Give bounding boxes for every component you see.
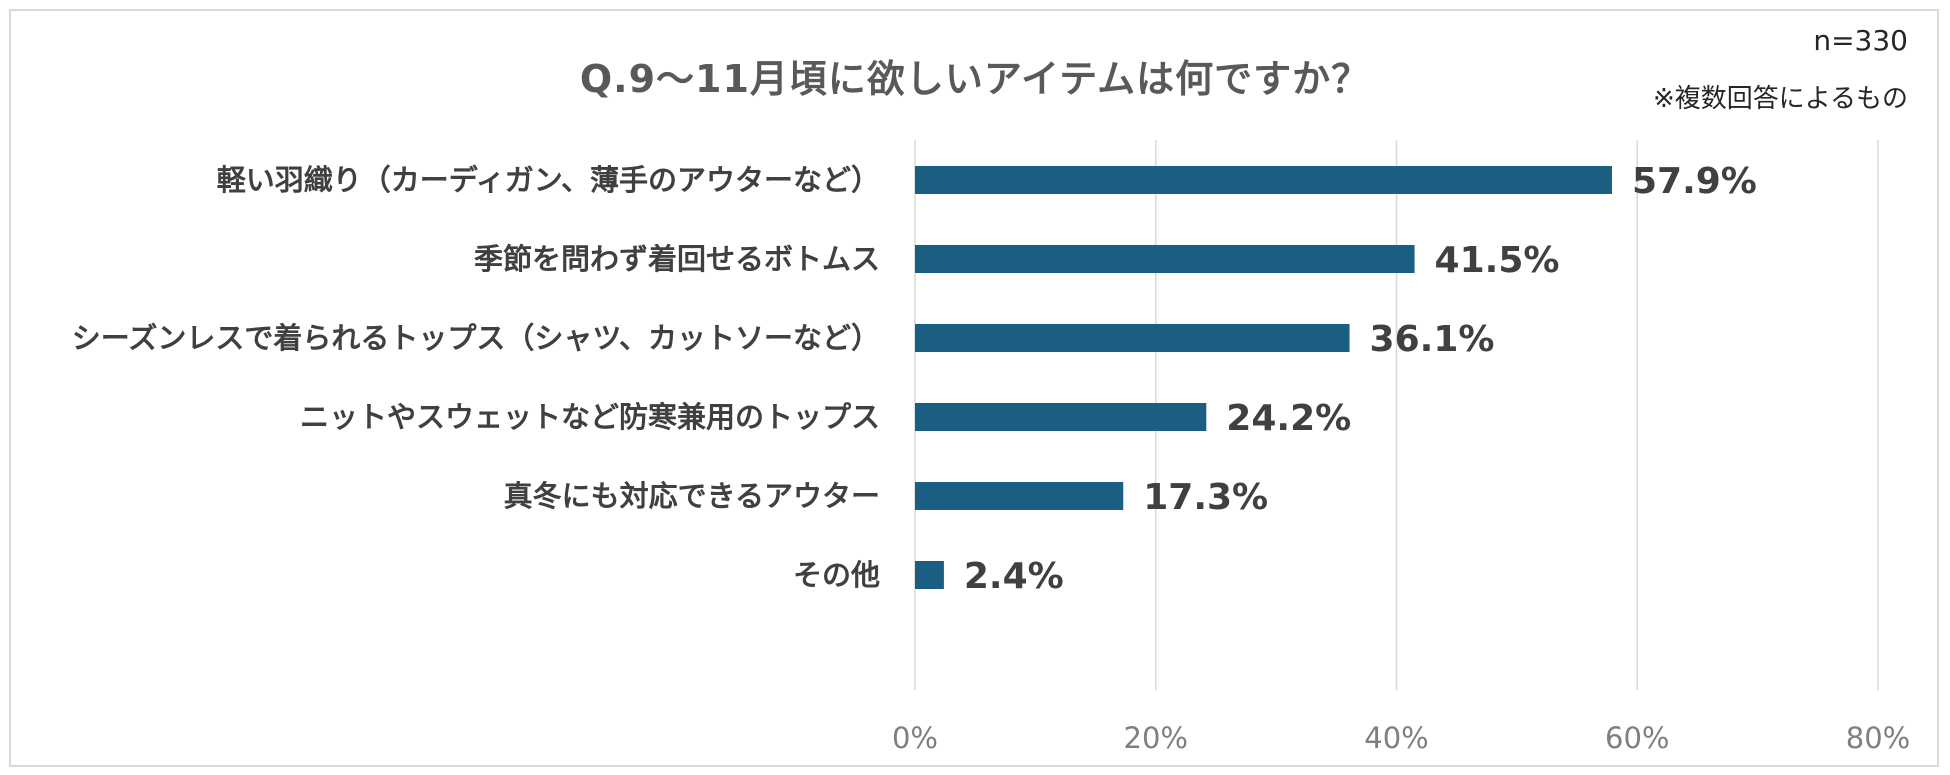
bar xyxy=(915,482,1124,510)
sample-size-note: n=330 xyxy=(1813,24,1908,57)
category-label: その他 xyxy=(793,558,880,592)
x-tick-label: 40% xyxy=(1364,721,1428,755)
chart-title: Q.9～11月頃に欲しいアイテムは何ですか？ xyxy=(579,57,1371,101)
data-label: 36.1% xyxy=(1370,319,1495,360)
x-tick-label: 80% xyxy=(1846,721,1910,755)
category-label: 軽い羽織り（カーディガン、薄手のアウターなど） xyxy=(217,163,880,197)
category-label: 季節を問わず着回せるボトムス xyxy=(474,242,880,276)
category-label: ニットやスウェットなど防寒兼用のトップス xyxy=(300,400,880,434)
data-label: 41.5% xyxy=(1435,240,1560,281)
category-label: 真冬にも対応できるアウター xyxy=(504,479,880,513)
bar xyxy=(915,166,1612,194)
data-label: 24.2% xyxy=(1226,398,1351,439)
category-label: シーズンレスで着られるトップス（シャツ、カットソーなど） xyxy=(72,321,880,355)
bar xyxy=(915,403,1207,431)
bar xyxy=(915,245,1415,273)
bar xyxy=(915,324,1350,352)
data-label: 2.4% xyxy=(964,556,1064,597)
x-tick-label: 0% xyxy=(892,721,938,755)
data-label: 57.9% xyxy=(1632,161,1757,202)
bar xyxy=(915,561,944,589)
multiple-answer-note: ※複数回答によるもの xyxy=(1652,84,1908,114)
chart-frame xyxy=(9,9,1939,767)
x-tick-label: 60% xyxy=(1605,721,1669,755)
data-label: 17.3% xyxy=(1143,477,1268,518)
x-tick-label: 20% xyxy=(1124,721,1188,755)
